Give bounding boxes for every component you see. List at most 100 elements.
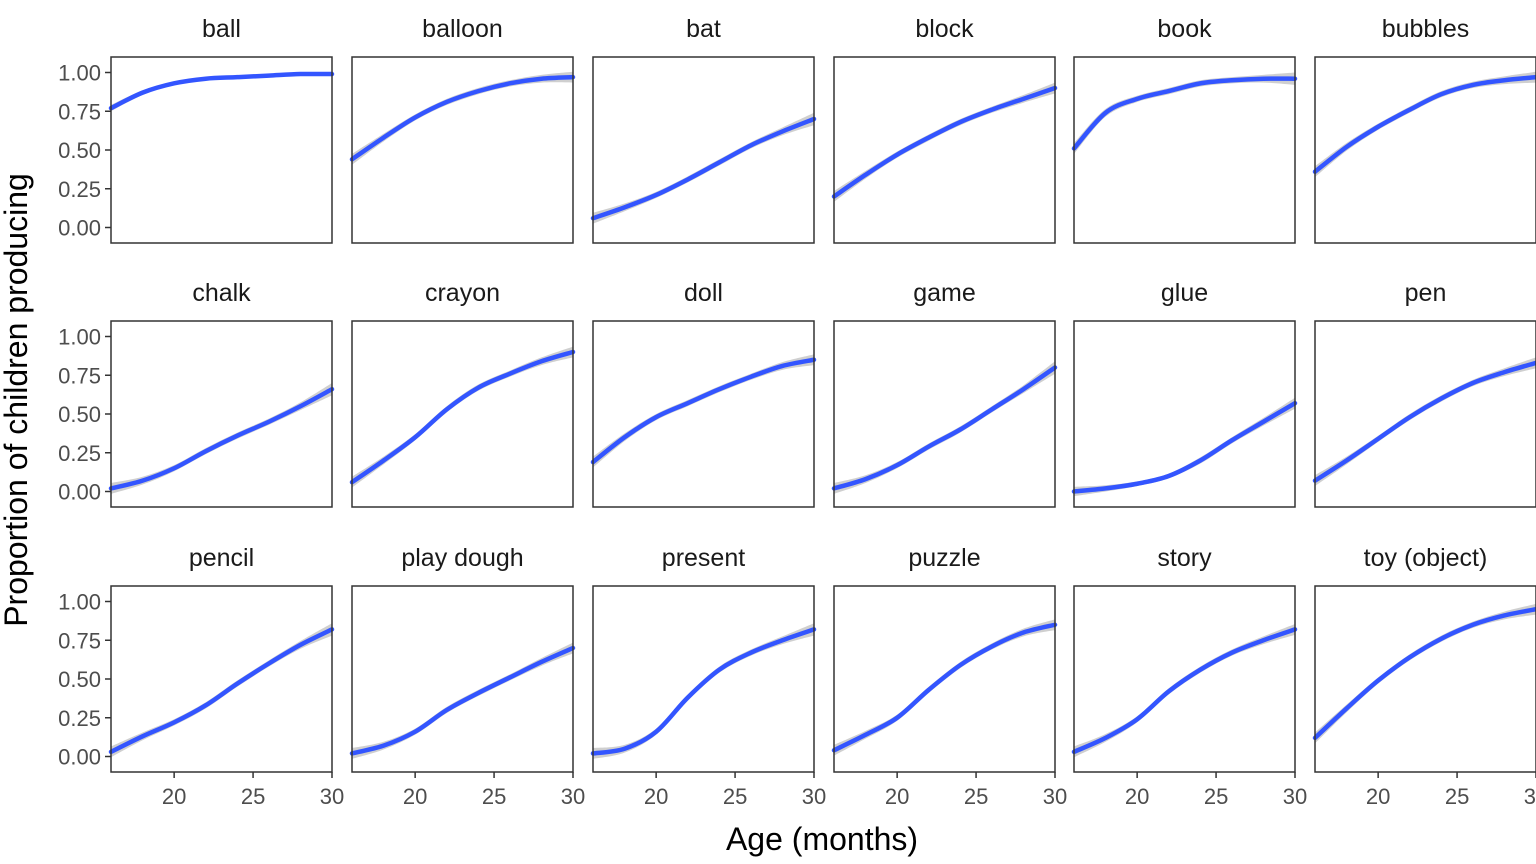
- panel-border: [833, 56, 1056, 244]
- panel-border: [1314, 585, 1536, 773]
- panel-balloon: balloon: [349, 15, 576, 244]
- panel-border: [110, 56, 333, 244]
- panel-title: bubbles: [1382, 15, 1470, 43]
- x-tick-label: 20: [1366, 784, 1390, 809]
- panel-title: story: [1157, 544, 1212, 572]
- y-tick-label: 0.25: [58, 706, 101, 731]
- fitted-line: [349, 349, 576, 485]
- fitted-line: [590, 627, 817, 756]
- fitted-line: [590, 116, 817, 221]
- fitted-line: [1071, 627, 1298, 755]
- confidence-band: [1315, 603, 1536, 744]
- panel-border: [833, 320, 1056, 508]
- confidence-band: [834, 361, 1055, 494]
- panel-ball: ball 0.00 0.25 0.50 0.75 1.00: [58, 15, 335, 244]
- fitted-line: [108, 386, 335, 491]
- fitted-line: [831, 85, 1058, 199]
- panel-border: [351, 585, 574, 773]
- y-tick-label: 0.50: [58, 667, 101, 692]
- confidence-band: [1315, 71, 1536, 178]
- confidence-band: [111, 383, 332, 494]
- panel-game: game: [831, 279, 1058, 508]
- x-tick-label: 30: [561, 784, 585, 809]
- x-tick-label: 20: [403, 784, 427, 809]
- y-tick-label: 0.75: [58, 99, 101, 124]
- fitted-line: [108, 71, 335, 111]
- fitted-line: [1312, 607, 1536, 741]
- panel-title: ball: [202, 15, 241, 43]
- x-axis-title: Age (months): [726, 821, 918, 857]
- panel-title: game: [913, 279, 976, 307]
- panel-border: [592, 56, 815, 244]
- panel-title: bat: [686, 15, 721, 43]
- panel-title: toy (object): [1364, 544, 1488, 572]
- y-tick-label: 0.00: [58, 216, 101, 241]
- panel-bat: bat: [590, 15, 817, 244]
- x-tick-label: 20: [885, 784, 909, 809]
- panel-title: balloon: [422, 15, 503, 43]
- panel-border: [592, 585, 815, 773]
- fitted-line: [108, 627, 335, 755]
- panel-border: [1073, 320, 1296, 508]
- x-tick-label: 30: [1043, 784, 1067, 809]
- panel-title: block: [915, 15, 974, 43]
- fitted-line: [349, 645, 576, 756]
- panel-border: [1073, 585, 1296, 773]
- panel-block: block: [831, 15, 1058, 244]
- x-tick-label: 25: [1445, 784, 1469, 809]
- fitted-line: [1312, 360, 1536, 483]
- panel-title: chalk: [192, 279, 251, 307]
- fitted-line: [1071, 76, 1298, 151]
- panel-play-dough: play dough 20 25 30: [349, 544, 585, 809]
- x-tick-label: 30: [1524, 784, 1536, 809]
- panel-title: play dough: [401, 544, 523, 572]
- panel-title: glue: [1161, 279, 1208, 307]
- y-tick-label: 0.75: [58, 363, 101, 388]
- panel-pen: pen: [1312, 279, 1536, 508]
- panel-title: crayon: [425, 279, 500, 307]
- fitted-line: [590, 357, 817, 465]
- panel-doll: doll: [590, 279, 817, 508]
- y-axis-title: Proportion of children producing: [0, 173, 34, 627]
- x-tick-label: 25: [241, 784, 265, 809]
- panel-puzzle: puzzle 20 25 30: [831, 544, 1067, 809]
- panel-chalk: chalk 0.00 0.25 0.50 0.75 1.00: [58, 279, 335, 508]
- x-tick-label: 20: [1125, 784, 1149, 809]
- panel-title: book: [1157, 15, 1212, 43]
- panel-pencil: pencil 0.00 0.25 0.50 0.75 1.00 20 25 30: [58, 544, 344, 809]
- x-tick-label: 25: [964, 784, 988, 809]
- x-tick-label: 30: [802, 784, 826, 809]
- y-tick-label: 1.00: [58, 61, 101, 86]
- x-tick-label: 25: [1204, 784, 1228, 809]
- confidence-band: [352, 346, 573, 488]
- confidence-band: [352, 71, 573, 165]
- confidence-band: [1315, 357, 1536, 487]
- confidence-band: [1074, 397, 1295, 497]
- y-tick-label: 0.50: [58, 138, 101, 163]
- fitted-line: [831, 365, 1058, 491]
- y-tick-label: 1.00: [58, 590, 101, 615]
- panel-border: [833, 585, 1056, 773]
- panel-title: pencil: [189, 544, 254, 572]
- panel-border: [351, 320, 574, 508]
- y-tick-label: 0.50: [58, 402, 101, 427]
- fitted-line: [349, 74, 576, 162]
- panels-layer: ball 0.00 0.25 0.50 0.75 1.00 balloon bat block b…: [58, 15, 1536, 809]
- panel-border: [1314, 56, 1536, 244]
- x-tick-label: 20: [162, 784, 186, 809]
- panel-book: book: [1071, 15, 1298, 244]
- y-tick-label: 0.25: [58, 441, 101, 466]
- panel-glue: glue: [1071, 279, 1298, 508]
- x-tick-label: 30: [1283, 784, 1307, 809]
- y-tick-label: 0.00: [58, 480, 101, 505]
- y-tick-label: 0.25: [58, 177, 101, 202]
- y-tick-label: 0.00: [58, 745, 101, 770]
- panel-crayon: crayon: [349, 279, 576, 508]
- panel-bubbles: bubbles: [1312, 15, 1536, 244]
- y-tick-label: 0.75: [58, 628, 101, 653]
- confidence-band: [593, 354, 814, 468]
- fitted-line: [831, 622, 1058, 753]
- panel-title: puzzle: [908, 544, 980, 572]
- confidence-band: [593, 623, 814, 759]
